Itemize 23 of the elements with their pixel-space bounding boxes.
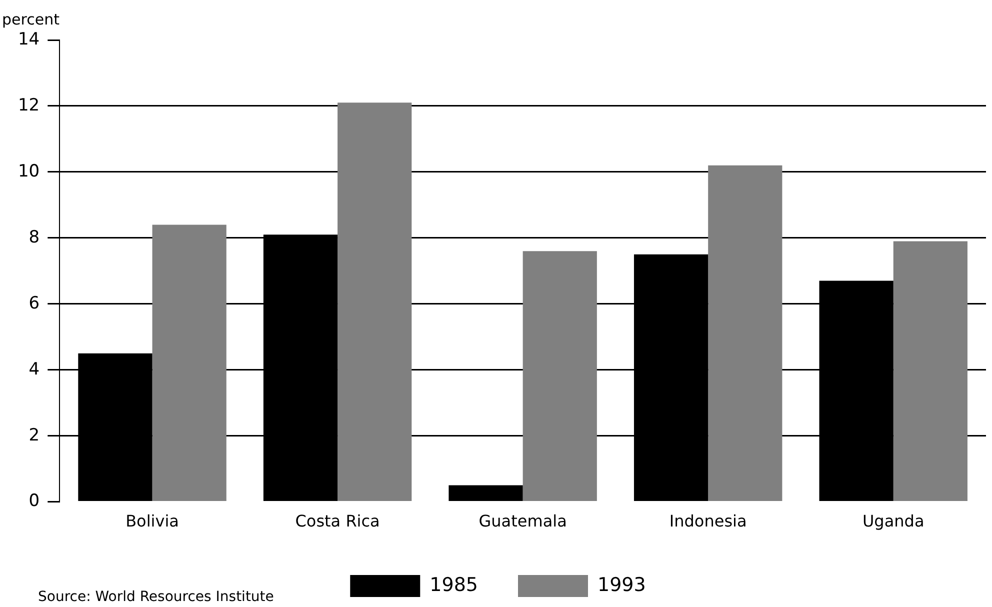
x-tick-label: Costa Rica <box>295 512 380 531</box>
bar <box>152 224 226 502</box>
bar <box>708 165 782 502</box>
y-tick-label: 8 <box>28 227 40 248</box>
legend-label: 1985 <box>430 574 478 596</box>
y-tick-label: 4 <box>28 359 40 380</box>
x-tick-label: Uganda <box>862 512 924 531</box>
y-tick-label: 14 <box>18 29 40 50</box>
y-axis-title: percent <box>2 10 60 28</box>
x-tick-label: Bolivia <box>126 512 179 531</box>
bar <box>338 102 412 502</box>
y-tick-label: 10 <box>18 161 40 182</box>
bar <box>448 485 523 502</box>
x-tick-label: Indonesia <box>669 512 747 531</box>
source-note: Source: World Resources Institute <box>38 589 274 605</box>
y-tick-label: 2 <box>28 425 40 446</box>
bar <box>522 251 597 502</box>
legend-label: 1993 <box>598 574 646 596</box>
bar <box>893 241 968 502</box>
y-tick-label: 6 <box>28 293 40 314</box>
x-tick-label: Guatemala <box>478 512 567 531</box>
y-tick-label: 0 <box>28 491 40 512</box>
y-tick-label: 12 <box>18 95 40 116</box>
